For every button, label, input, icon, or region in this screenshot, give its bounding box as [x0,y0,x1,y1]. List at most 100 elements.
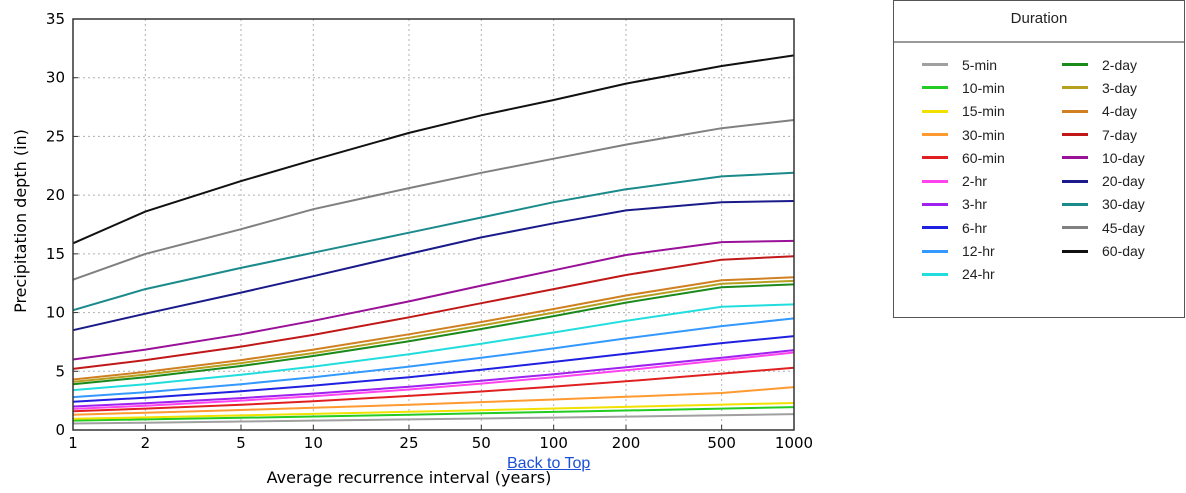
legend-label: 30-day [1102,196,1145,213]
legend-label: 60-day [1102,243,1145,260]
legend-item-60-min: 60-min [922,146,1062,169]
legend-label: 4-day [1102,103,1138,120]
legend-swatch [922,272,948,276]
legend-item-7-day: 7-day [1062,123,1182,146]
legend-label: 12-hr [962,243,995,260]
legend-item-30-min: 30-min [922,123,1062,146]
x-tick-label: 1000 [775,434,813,452]
x-tick-label: 5 [236,434,246,452]
series-line-45-day [72,119,795,281]
legend-item-24-hr: 24-hr [922,263,1062,286]
legend-item-5-min: 5-min [922,53,1062,76]
x-tick-label: 1 [68,434,78,452]
legend-swatch [922,86,948,90]
x-tick-label: 2 [141,434,151,452]
x-tick-label: 10 [304,434,323,452]
series-line-24-hr [72,303,795,392]
legend-label: 15-min [962,103,1005,120]
legend-item-4-day: 4-day [1062,100,1182,123]
series-line-30-min [72,386,795,416]
x-tick-label: 50 [472,434,491,452]
legend-item-10-day: 10-day [1062,146,1182,169]
legend-label: 2-day [1102,56,1138,73]
series-line-10-day [72,239,795,361]
legend-title: Duration [894,1,1184,43]
legend-item-10-min: 10-min [922,76,1062,99]
legend-label: 3-day [1102,79,1138,96]
precipitation-chart: Precipitation depth (in) Average recurre… [11,10,813,487]
legend-item-15-min: 15-min [922,100,1062,123]
legend-swatch [1062,156,1088,160]
x-tick-label: 25 [399,434,418,452]
legend-item-30-day: 30-day [1062,193,1182,216]
legend-swatch [922,202,948,206]
series-line-3-day [72,279,795,383]
legend-item-2-hr: 2-hr [922,169,1062,192]
x-tick-label: 100 [539,434,568,452]
series-line-3-hr [72,349,795,408]
series-line-15-min [72,402,795,420]
legend-swatch [1062,109,1088,113]
y-tick-label: 25 [46,127,65,145]
legend-label: 30-min [962,126,1005,143]
legend-label: 3-hr [962,196,987,213]
duration-legend: Duration 5-min 10-min 15-min 30-min 60-min 2-… [893,0,1185,318]
legend-label: 24-hr [962,266,995,283]
x-tick-label: 500 [707,434,736,452]
legend-label: 10-min [962,79,1005,96]
y-tick-label: 35 [46,10,65,28]
series-line-7-day [72,255,795,370]
legend-swatch [1062,63,1088,67]
legend-label: 5-min [962,56,998,73]
legend-swatch [1062,179,1088,183]
legend-swatch [1062,226,1088,230]
legend-swatch [922,156,948,160]
y-tick-label: 20 [46,186,65,204]
series-line-4-day [72,276,795,381]
legend-swatch [1062,86,1088,90]
series-line-60-day [72,54,795,245]
plot-frame [72,18,795,431]
back-to-top-link[interactable]: Back to Top [507,455,591,472]
legend-item-12-hr: 12-hr [922,239,1062,262]
series-line-5-min [72,413,795,425]
legend-swatch [922,109,948,113]
y-tick-label: 5 [55,362,65,380]
legend-item-6-hr: 6-hr [922,216,1062,239]
x-tick-label: 200 [612,434,641,452]
legend-swatch [1062,202,1088,206]
y-tick-label: 10 [46,304,65,322]
legend-swatch [922,226,948,230]
legend-label: 20-day [1102,173,1145,190]
legend-swatch [922,63,948,67]
legend-label: 6-hr [962,219,987,236]
y-tick-label: 0 [55,421,65,439]
legend-swatch [922,179,948,183]
series-line-2-hr [72,351,795,410]
y-tick-label: 15 [46,245,65,263]
legend-item-45-day: 45-day [1062,216,1182,239]
y-axis-label: Precipitation depth (in) [11,129,30,313]
legend-label: 2-hr [962,173,987,190]
legend-label: 60-min [962,149,1005,166]
legend-item-3-hr: 3-hr [922,193,1062,216]
legend-item-2-day: 2-day [1062,53,1182,76]
legend-entries: 5-min 10-min 15-min 30-min 60-min 2-hr 3-hr 6-h… [922,53,1182,286]
legend-label: 45-day [1102,219,1145,236]
legend-item-3-day: 3-day [1062,76,1182,99]
legend-swatch [1062,133,1088,137]
legend-item-60-day: 60-day [1062,239,1182,262]
legend-item-20-day: 20-day [1062,169,1182,192]
legend-label: 10-day [1102,149,1145,166]
series-line-30-day [72,171,795,312]
legend-swatch [1062,249,1088,253]
series-line-12-hr [72,317,795,399]
legend-label: 7-day [1102,126,1138,143]
legend-swatch [922,133,948,137]
y-tick-label: 30 [46,69,65,87]
series-line-10-min [72,406,795,422]
x-axis-label: Average recurrence interval (years) [267,468,552,487]
legend-swatch [922,249,948,253]
series-line-60-min [72,366,795,413]
series-line-2-day [72,283,795,386]
